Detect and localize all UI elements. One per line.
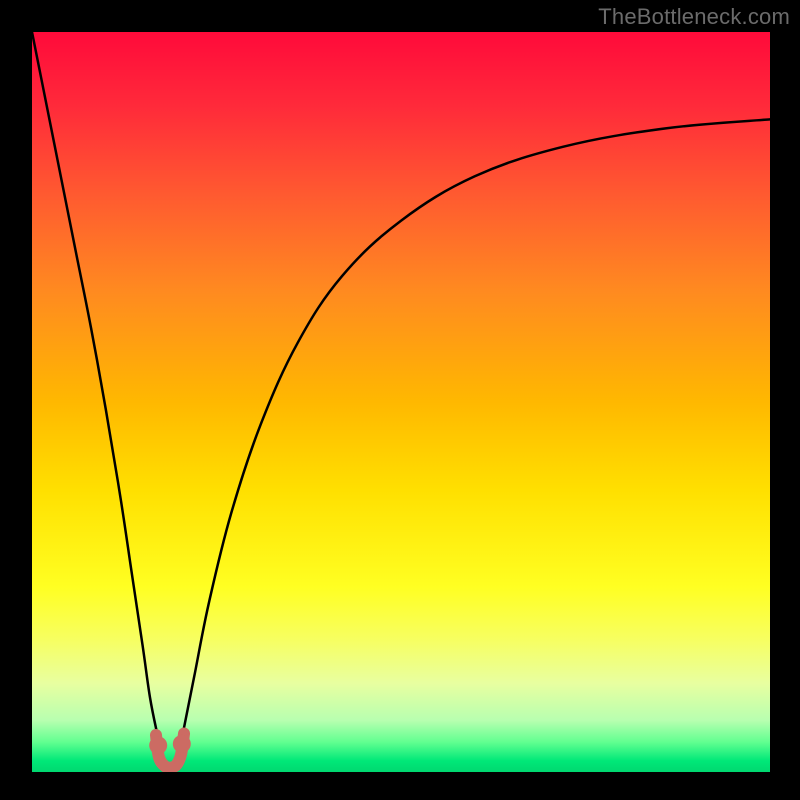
- curve-right-branch: [183, 119, 770, 731]
- plot-area: [32, 32, 770, 772]
- chart-frame: TheBottleneck.com: [0, 0, 800, 800]
- bottleneck-curve: [32, 32, 770, 772]
- cusp-marker-0: [149, 736, 167, 754]
- watermark-text: TheBottleneck.com: [598, 4, 790, 30]
- curve-left-branch: [32, 32, 157, 735]
- cusp-marker-1: [173, 735, 191, 753]
